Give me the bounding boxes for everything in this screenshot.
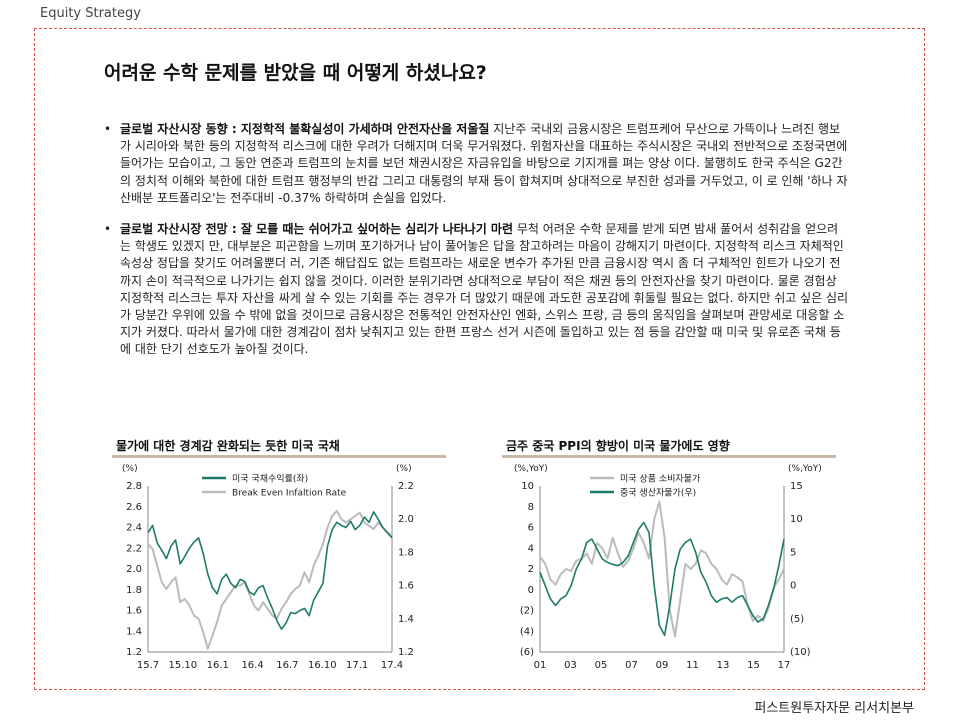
section-label: Equity Strategy bbox=[40, 6, 141, 21]
x-tick-label: 05 bbox=[595, 660, 608, 671]
y-left-unit: (%,YoY) bbox=[514, 464, 548, 474]
x-tick-label: 07 bbox=[625, 660, 638, 671]
x-tick-label: 17 bbox=[778, 660, 791, 671]
y-left-tick-label: 6 bbox=[528, 523, 534, 534]
y-right-tick-label: 1.2 bbox=[398, 647, 414, 658]
x-tick-label: 16.1 bbox=[207, 660, 229, 671]
y-left-unit: (%) bbox=[122, 464, 138, 474]
x-tick-label: 15.10 bbox=[169, 660, 198, 671]
y-left-tick-label: 1.4 bbox=[126, 626, 142, 637]
chart-china-ppi: (%,YoY) (%,YoY) 10 8 6 4 2 0 (2) (4) (6) 15 10 5 0 (5) (… bbox=[514, 464, 822, 671]
y-left-tick-label: 1.8 bbox=[126, 585, 142, 596]
legend-label: 미국 국채수익률(좌) bbox=[232, 473, 308, 485]
y-left-tick-label: (2) bbox=[520, 606, 534, 617]
x-tick-label: 15 bbox=[747, 660, 760, 671]
y-right-tick-label: 1.6 bbox=[398, 581, 414, 592]
bullet-dot-icon: • bbox=[104, 222, 112, 237]
y-right-tick-label: 5 bbox=[790, 547, 796, 558]
chart-divider bbox=[502, 455, 836, 458]
y-right-tick-label: 10 bbox=[790, 514, 803, 525]
series-line-1 bbox=[147, 509, 393, 650]
chart-divider bbox=[112, 455, 446, 458]
x-tick-label: 16.4 bbox=[241, 660, 263, 671]
content-frame bbox=[34, 28, 925, 690]
y-right-tick-label: 2.0 bbox=[398, 514, 414, 525]
bullet-heading: 글로벌 자산시장 동향 : 지정학적 불확실성이 가세하며 안전자산을 저울질 bbox=[120, 122, 490, 136]
y-left-tick-label: (6) bbox=[520, 647, 534, 658]
x-tick-label: 16.10 bbox=[308, 660, 337, 671]
y-left-tick-label: 4 bbox=[528, 543, 534, 554]
bullet-body: 지난주 국내외 금융시장은 트럼프케어 무산으로 가뜩이나 느려진 행보가 시리… bbox=[120, 122, 848, 205]
x-tick-label: 17.1 bbox=[346, 660, 368, 671]
bullet-dot-icon: • bbox=[104, 122, 112, 136]
y-right-tick-label: (10) bbox=[790, 647, 811, 658]
y-right-tick-label: (5) bbox=[790, 614, 804, 625]
y-right-unit: (%) bbox=[396, 464, 412, 474]
bullet-list: • 글로벌 자산시장 동향 : 지정학적 불확실성이 가세하며 안전자산을 저울… bbox=[104, 121, 849, 373]
y-left-tick-label: 2.8 bbox=[126, 481, 142, 492]
y-left-tick-label: 2 bbox=[528, 564, 534, 575]
x-tick-label: 16.7 bbox=[276, 660, 298, 671]
y-left-tick-label: 2.6 bbox=[126, 502, 142, 513]
bullet-heading: 글로벌 자산시장 전망 : 잘 모를 때는 쉬어가고 싶어하는 심리가 나타나기… bbox=[120, 222, 513, 237]
y-left-tick-label: 2.4 bbox=[126, 523, 142, 534]
footer-company: 퍼스트원투자자문 리서치본부 bbox=[754, 701, 914, 716]
y-right-tick-label: 15 bbox=[790, 481, 803, 492]
chart-title-china-ppi: 금주 중국 PPI의 향방이 미국 물가에도 영향 bbox=[506, 439, 730, 453]
y-right-tick-label: 1.4 bbox=[398, 614, 414, 625]
y-left-tick-label: 1.6 bbox=[126, 606, 142, 617]
y-left-tick-label: 2.0 bbox=[126, 564, 142, 575]
legend-label: 미국 상품 소비자물가 bbox=[620, 474, 700, 485]
y-right-tick-label: 2.2 bbox=[398, 481, 414, 492]
x-tick-label: 03 bbox=[564, 660, 577, 671]
series-line-1 bbox=[539, 521, 785, 637]
series-line-0 bbox=[147, 511, 393, 630]
legend-label: Break Even Infaltion Rate bbox=[232, 489, 347, 499]
chart-us-treasury: (%) (%) 2.8 2.6 2.4 2.2 2.0 1.8 1.6 1.4 1.2 2.2 2.0 1… bbox=[122, 464, 414, 671]
y-left-tick-label: (4) bbox=[520, 626, 534, 637]
y-left-tick-label: 0 bbox=[528, 585, 534, 596]
x-tick-label: 11 bbox=[686, 660, 699, 671]
legend-label: 중국 생산자물가(우) bbox=[620, 488, 696, 499]
page-title: 어려운 수학 문제를 받았을 때 어떻게 하셨나요? bbox=[104, 62, 487, 84]
bullet-body: 무척 어려운 수학 문제를 받게 되면 밤새 풀어서 성취감을 얻으려는 학생도… bbox=[120, 222, 849, 357]
y-right-tick-label: 1.8 bbox=[398, 547, 414, 558]
y-right-unit: (%,YoY) bbox=[788, 464, 822, 474]
bullet-market-trend: • 글로벌 자산시장 동향 : 지정학적 불확실성이 가세하며 안전자산을 저울… bbox=[104, 121, 849, 207]
y-right-tick-label: 0 bbox=[790, 581, 796, 592]
y-left-tick-label: 2.2 bbox=[126, 543, 142, 554]
x-tick-label: 01 bbox=[534, 660, 547, 671]
x-tick-label: 15.7 bbox=[137, 660, 159, 671]
chart-title-us-treasury: 물가에 대한 경계감 완화되는 듯한 미국 국채 bbox=[116, 439, 340, 453]
y-left-tick-label: 10 bbox=[521, 481, 534, 492]
y-left-tick-label: 8 bbox=[528, 502, 534, 513]
x-tick-label: 09 bbox=[656, 660, 669, 671]
x-tick-label: 17.4 bbox=[381, 660, 403, 671]
y-left-tick-label: 1.2 bbox=[126, 647, 142, 658]
bullet-market-outlook: • 글로벌 자산시장 전망 : 잘 모를 때는 쉬어가고 싶어하는 심리가 나타… bbox=[104, 221, 849, 359]
x-tick-label: 13 bbox=[717, 660, 730, 671]
